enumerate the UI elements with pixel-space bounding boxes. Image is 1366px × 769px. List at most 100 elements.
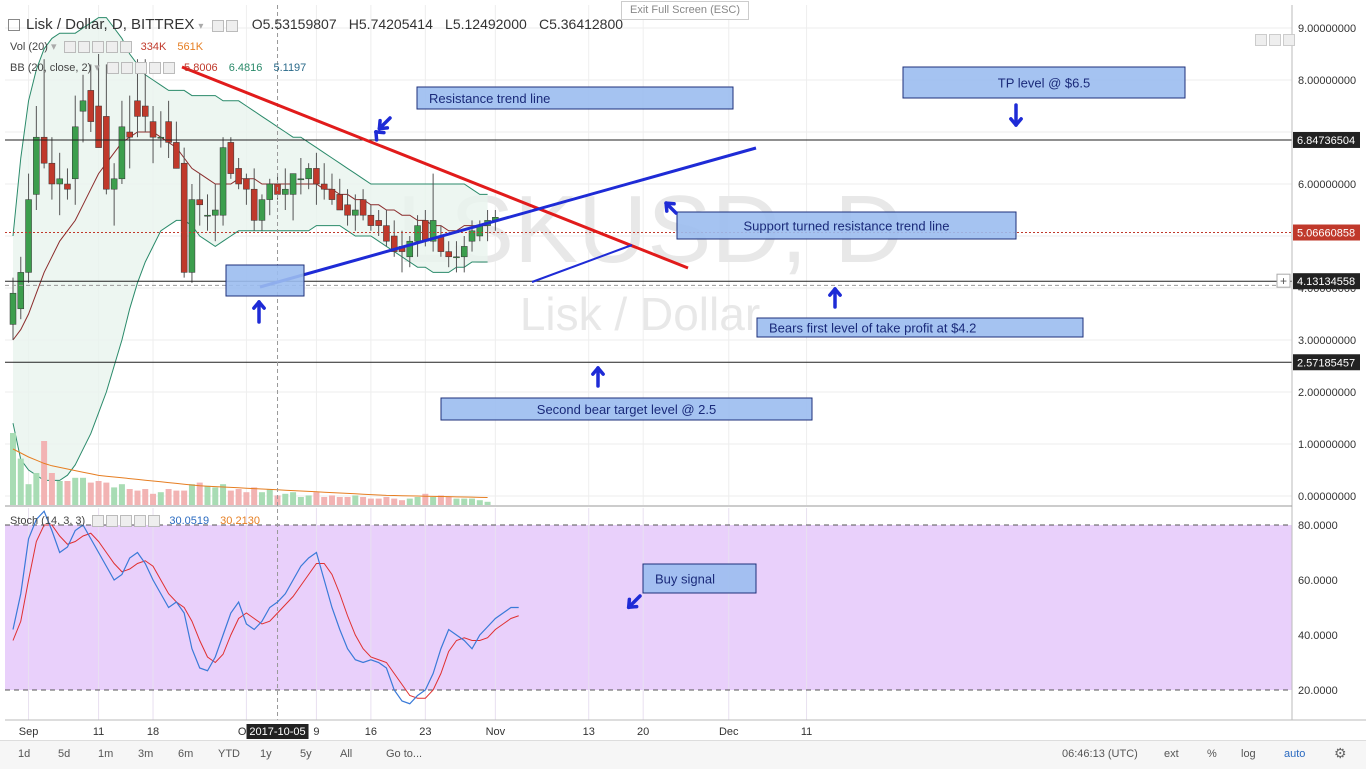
candle: [96, 106, 102, 148]
time-tick-label: 9: [313, 726, 319, 738]
time-tick-label: 18: [147, 726, 159, 738]
volume-bar: [329, 495, 335, 505]
range-all-button[interactable]: All: [340, 748, 352, 760]
exit-fullscreen-button[interactable]: Exit Full Screen (ESC): [621, 1, 749, 20]
volume-bar: [111, 487, 117, 505]
range-5y-button[interactable]: 5y: [300, 748, 312, 760]
volume-bar: [18, 459, 24, 505]
stoch-tick-label: 60.0000: [1298, 575, 1338, 587]
range-6m-button[interactable]: 6m: [178, 748, 193, 760]
volume-bar: [119, 484, 125, 505]
volume-bar: [41, 441, 47, 505]
volume-bar: [134, 491, 140, 505]
candle: [197, 200, 203, 205]
annotation-text: Support turned resistance trend line: [744, 219, 950, 234]
annotation-text: Buy signal: [655, 572, 715, 587]
utc-clock: 06:46:13 (UTC): [1062, 748, 1138, 760]
candle: [267, 184, 273, 200]
bb-lower-value: 5.1197: [273, 62, 306, 74]
pane-controls[interactable]: [1255, 33, 1297, 51]
volume-bar: [80, 478, 86, 505]
time-tick-label: Nov: [486, 726, 506, 738]
range-3m-button[interactable]: 3m: [138, 748, 153, 760]
volume-bar: [453, 499, 459, 505]
goto-button[interactable]: Go to...: [386, 748, 422, 760]
range-1m-button[interactable]: 1m: [98, 748, 113, 760]
title-dropdown-icon[interactable]: ▾: [198, 21, 203, 32]
volume-ma-value: 561K: [177, 41, 203, 53]
scale-percent-button[interactable]: %: [1207, 748, 1217, 760]
candle: [205, 215, 211, 216]
volume-bar: [33, 473, 39, 505]
annotation-text: Resistance trend line: [429, 91, 550, 106]
bb-buttons[interactable]: [107, 62, 177, 74]
settings-gear-icon[interactable]: ⚙: [1334, 745, 1347, 762]
range-1y-button[interactable]: 1y: [260, 748, 272, 760]
volume-bar: [360, 497, 366, 505]
time-tick-label: 23: [419, 726, 431, 738]
volume-buttons[interactable]: [64, 41, 134, 53]
bb-label: BB (20, close, 2): [10, 62, 91, 74]
annotation-text: Second bear target level @ 2.5: [537, 402, 716, 417]
candle: [150, 122, 156, 138]
range-ytd-button[interactable]: YTD: [218, 748, 240, 760]
candle: [49, 163, 55, 184]
time-cursor-label: 2017-10-05: [249, 726, 305, 738]
candle: [166, 122, 172, 143]
stoch-d-value: 30.2130: [220, 515, 260, 527]
watermark-name: Lisk / Dollar: [520, 288, 760, 340]
blue-arrow-icon: [379, 118, 390, 129]
volume-bar: [469, 499, 475, 505]
plus-icon[interactable]: +: [1280, 274, 1287, 288]
range-1d-button[interactable]: 1d: [18, 748, 30, 760]
volume-bar: [57, 481, 63, 505]
ohlc-open: O5.53159807: [252, 16, 337, 32]
price-tick-label: 6.00000000: [1298, 179, 1356, 191]
candle: [415, 226, 421, 242]
time-tick-label: Sep: [19, 726, 39, 738]
candle: [88, 90, 94, 121]
scale-auto-button[interactable]: auto: [1284, 748, 1305, 760]
annotation-text: TP level @ $6.5: [998, 76, 1090, 91]
time-tick-label: 13: [583, 726, 595, 738]
candle: [298, 179, 304, 180]
volume-bar: [345, 497, 351, 505]
volume-bar: [485, 502, 491, 505]
candle: [127, 132, 133, 137]
annotation-box[interactable]: [226, 265, 304, 296]
candle: [103, 116, 109, 189]
price-tick-label: 2.00000000: [1298, 387, 1356, 399]
title-settings-buttons[interactable]: [212, 17, 240, 34]
candle: [290, 174, 296, 195]
volume-label: Vol (20): [10, 41, 48, 53]
price-badge-label: 4.13134558: [1297, 276, 1355, 288]
volume-legend: Vol (20) ▾ 334K 561K: [10, 40, 203, 53]
scale-ext-button[interactable]: ext: [1164, 748, 1179, 760]
scale-log-button[interactable]: log: [1241, 748, 1256, 760]
chart-menu-icon[interactable]: [8, 19, 20, 31]
volume-bar: [205, 486, 211, 505]
candle: [383, 226, 389, 242]
candle: [158, 137, 164, 138]
volume-bar: [64, 481, 70, 505]
price-badge-label: 6.84736504: [1297, 135, 1355, 147]
candle: [453, 257, 459, 258]
volume-bar: [376, 499, 382, 505]
volume-bar: [88, 483, 94, 505]
volume-bar: [181, 491, 187, 505]
volume-bar: [150, 494, 156, 505]
blue-arrow-icon: [376, 132, 384, 140]
stoch-buttons[interactable]: [92, 515, 162, 527]
volume-bar: [72, 478, 78, 505]
volume-bar: [228, 491, 234, 505]
time-tick-label: Dec: [719, 726, 739, 738]
volume-bar: [142, 489, 148, 505]
price-tick-label: 8.00000000: [1298, 75, 1356, 87]
candle: [220, 148, 226, 216]
candle: [80, 101, 86, 111]
volume-bar: [267, 489, 273, 505]
candle: [189, 200, 195, 273]
range-5d-button[interactable]: 5d: [58, 748, 70, 760]
volume-bar: [399, 500, 405, 505]
